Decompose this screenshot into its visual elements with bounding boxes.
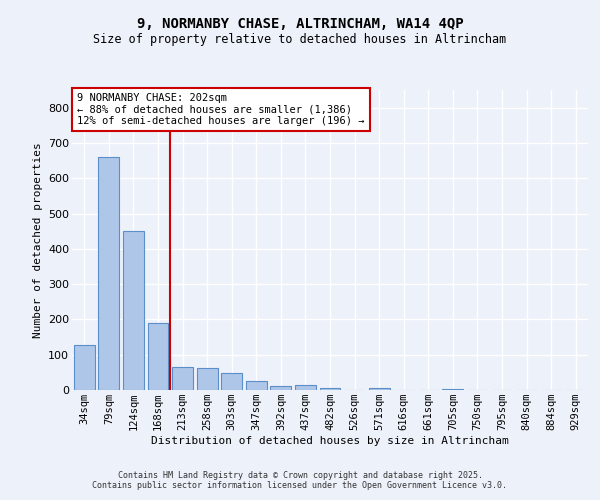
Bar bbox=[148, 323, 169, 390]
Text: Contains HM Land Registry data © Crown copyright and database right 2025.
Contai: Contains HM Land Registry data © Crown c… bbox=[92, 470, 508, 490]
Bar bbox=[221, 374, 242, 390]
Bar bbox=[123, 231, 144, 390]
Bar bbox=[98, 157, 119, 390]
Bar bbox=[442, 388, 463, 390]
X-axis label: Distribution of detached houses by size in Altrincham: Distribution of detached houses by size … bbox=[151, 436, 509, 446]
Bar bbox=[320, 388, 340, 390]
Text: 9, NORMANBY CHASE, ALTRINCHAM, WA14 4QP: 9, NORMANBY CHASE, ALTRINCHAM, WA14 4QP bbox=[137, 18, 463, 32]
Bar bbox=[295, 386, 316, 390]
Bar bbox=[368, 388, 389, 390]
Text: 9 NORMANBY CHASE: 202sqm
← 88% of detached houses are smaller (1,386)
12% of sem: 9 NORMANBY CHASE: 202sqm ← 88% of detach… bbox=[77, 93, 365, 126]
Bar bbox=[74, 345, 95, 390]
Bar bbox=[271, 386, 292, 390]
Text: Size of property relative to detached houses in Altrincham: Size of property relative to detached ho… bbox=[94, 32, 506, 46]
Bar bbox=[197, 368, 218, 390]
Bar bbox=[246, 381, 267, 390]
Bar bbox=[172, 367, 193, 390]
Y-axis label: Number of detached properties: Number of detached properties bbox=[32, 142, 43, 338]
